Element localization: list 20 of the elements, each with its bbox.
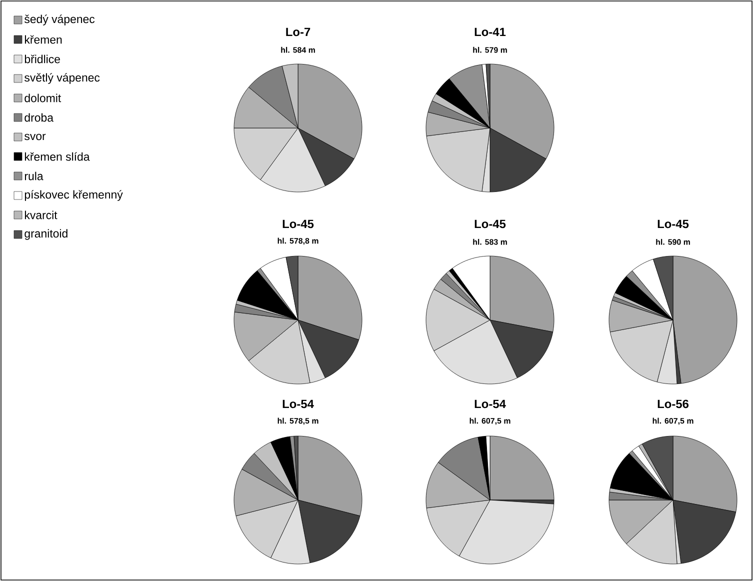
- chart-title: Lo-45: [282, 220, 314, 228]
- legend-label: šedý vápenec: [24, 14, 95, 26]
- legend-label: světlý vápenec: [24, 73, 100, 84]
- legend-label: dolomit: [24, 94, 62, 102]
- legend-label: pískovec křemenný: [24, 190, 123, 201]
- chart-title: Lo-45: [658, 220, 689, 228]
- legend-label: křemen slída: [24, 152, 90, 161]
- chart-title: Lo-41: [474, 28, 506, 36]
- legend-label: křemen: [24, 35, 62, 44]
- chart-title: Lo-45: [474, 220, 506, 228]
- legend-label: svor: [24, 134, 46, 140]
- chart-title: Lo-56: [658, 400, 689, 408]
- legend-label: rula: [24, 172, 44, 180]
- text: Lo-7: [286, 28, 310, 36]
- legend-label: břidlice: [24, 54, 60, 64]
- chart-title: Lo-54: [474, 400, 506, 408]
- legend-label: granitoid: [24, 229, 68, 240]
- legend-label: droba: [24, 113, 54, 122]
- chart-title: Lo-54: [282, 400, 314, 408]
- legend-label: kvarcit: [24, 210, 58, 220]
